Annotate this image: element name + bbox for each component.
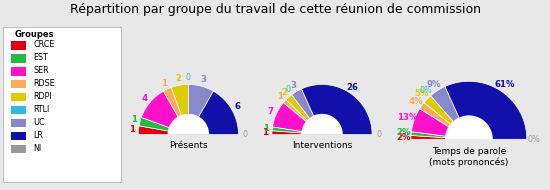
Text: EST: EST — [34, 53, 48, 63]
Polygon shape — [420, 103, 469, 139]
Polygon shape — [188, 85, 213, 135]
Text: 2: 2 — [282, 88, 287, 97]
Text: 0%: 0% — [419, 86, 432, 95]
Text: RDPI: RDPI — [34, 92, 52, 101]
Polygon shape — [411, 109, 469, 139]
Text: SER: SER — [34, 66, 49, 75]
Bar — [11, 80, 26, 89]
Polygon shape — [431, 86, 469, 139]
Text: 1: 1 — [277, 92, 283, 101]
Text: 26: 26 — [347, 82, 359, 92]
Text: Répartition par groupe du travail de cette réunion de commission: Répartition par groupe du travail de cet… — [69, 3, 481, 16]
Polygon shape — [163, 87, 188, 135]
Polygon shape — [446, 139, 492, 144]
Bar — [11, 145, 26, 153]
Bar — [11, 54, 26, 63]
Polygon shape — [139, 117, 188, 135]
Polygon shape — [168, 115, 208, 135]
Text: 0%: 0% — [528, 135, 541, 144]
Polygon shape — [272, 127, 322, 135]
Polygon shape — [411, 135, 469, 139]
Polygon shape — [411, 132, 469, 139]
Polygon shape — [168, 134, 208, 139]
Text: 0: 0 — [285, 85, 290, 94]
Polygon shape — [302, 115, 342, 135]
Bar — [11, 132, 26, 140]
Text: 2%: 2% — [396, 133, 411, 142]
Bar — [11, 67, 26, 75]
Text: 4%: 4% — [408, 97, 423, 106]
Polygon shape — [272, 131, 322, 135]
Polygon shape — [302, 134, 342, 139]
Polygon shape — [292, 89, 322, 135]
Polygon shape — [446, 116, 492, 139]
Polygon shape — [301, 85, 372, 135]
Text: Groupes: Groupes — [15, 31, 54, 40]
Bar — [11, 119, 26, 127]
Text: CRCE: CRCE — [34, 40, 55, 49]
Text: Présents: Présents — [169, 141, 208, 150]
Text: UC: UC — [34, 118, 45, 127]
Text: 61%: 61% — [494, 80, 515, 89]
Polygon shape — [188, 91, 239, 135]
Text: 9%: 9% — [426, 80, 441, 89]
Text: RDSE: RDSE — [34, 79, 55, 88]
Polygon shape — [138, 126, 188, 135]
Text: 3: 3 — [200, 75, 206, 84]
Text: 5%: 5% — [415, 89, 429, 98]
Text: 1: 1 — [262, 128, 268, 137]
Text: 6: 6 — [234, 102, 240, 111]
Text: 0: 0 — [243, 130, 248, 139]
Polygon shape — [283, 100, 322, 135]
Text: 2%: 2% — [397, 128, 411, 137]
Text: LR: LR — [34, 131, 43, 140]
Text: Interventions: Interventions — [292, 141, 352, 150]
Polygon shape — [141, 91, 188, 135]
Text: 4: 4 — [142, 94, 148, 103]
Polygon shape — [171, 85, 188, 135]
Text: NI: NI — [34, 144, 42, 153]
Polygon shape — [286, 95, 322, 135]
Text: 1: 1 — [263, 124, 269, 133]
Text: 3: 3 — [290, 81, 296, 90]
Text: RTLI: RTLI — [34, 105, 50, 114]
Text: 1: 1 — [162, 79, 167, 88]
Text: 7: 7 — [267, 107, 273, 116]
Text: 0: 0 — [186, 74, 191, 82]
Text: 1: 1 — [129, 125, 135, 134]
Text: Temps de parole
(mots prononcés): Temps de parole (mots prononcés) — [429, 147, 509, 167]
Text: 0: 0 — [376, 130, 381, 139]
Bar — [11, 106, 26, 114]
Bar — [11, 41, 26, 50]
Polygon shape — [424, 96, 469, 139]
Text: 2: 2 — [175, 74, 182, 83]
Text: 13%: 13% — [397, 113, 417, 122]
Polygon shape — [445, 81, 527, 139]
Text: 1: 1 — [131, 115, 137, 124]
Bar — [11, 93, 26, 101]
Polygon shape — [272, 103, 322, 135]
